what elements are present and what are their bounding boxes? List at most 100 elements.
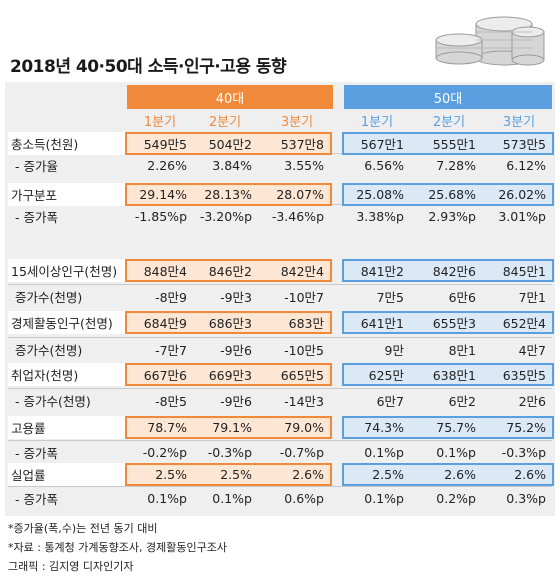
value-cell-40s: 2.5% bbox=[155, 467, 187, 482]
row-divider bbox=[8, 388, 552, 389]
value-cell-40s: 683만 bbox=[288, 316, 324, 331]
footnote-credit: 그래픽 : 김지영 디자인기자 bbox=[8, 560, 134, 573]
quarter-header-40s: 2분기 bbox=[208, 114, 242, 130]
value-cell-40s: -1.85%p bbox=[134, 209, 187, 224]
value-cell-50s: 0.3%p bbox=[506, 491, 546, 506]
value-cell-40s: 669만3 bbox=[208, 368, 252, 383]
highlight-box-40s bbox=[125, 132, 332, 155]
value-cell-40s: -3.20%p bbox=[199, 209, 252, 224]
value-cell-40s: 537만8 bbox=[280, 137, 324, 152]
quarter-header-40s: 3분기 bbox=[280, 114, 314, 130]
quarter-header-50s: 1분기 bbox=[360, 114, 394, 130]
highlight-box-40s bbox=[125, 311, 332, 334]
value-cell-40s: 0.1%p bbox=[212, 491, 252, 506]
value-cell-40s: -0.2%p bbox=[142, 445, 187, 460]
value-cell-40s: 3.55% bbox=[284, 158, 324, 173]
value-cell-50s: 635만5 bbox=[502, 368, 546, 383]
value-cell-40s: -9만6 bbox=[220, 343, 252, 358]
value-cell-40s: 667만6 bbox=[143, 368, 187, 383]
value-cell-50s: 655만3 bbox=[432, 316, 476, 331]
value-cell-50s: 3.01%p bbox=[498, 209, 546, 224]
value-cell-50s: 2.6% bbox=[514, 467, 546, 482]
group-header-40s: 40대 bbox=[127, 85, 333, 109]
value-cell-50s: -0.3%p bbox=[501, 445, 546, 460]
value-cell-40s: -9만6 bbox=[220, 394, 252, 409]
value-cell-40s: 28.07% bbox=[276, 187, 324, 202]
quarter-header-40s: 1분기 bbox=[143, 114, 177, 130]
value-cell-40s: 2.5% bbox=[220, 467, 252, 482]
value-cell-50s: 75.2% bbox=[506, 420, 546, 435]
highlight-box-50s bbox=[342, 416, 554, 439]
value-cell-50s: 75.7% bbox=[436, 420, 476, 435]
value-cell-50s: 6.56% bbox=[364, 158, 404, 173]
value-cell-40s: 78.7% bbox=[147, 420, 187, 435]
highlight-box-50s bbox=[342, 183, 554, 206]
value-cell-40s: -14만3 bbox=[284, 394, 324, 409]
value-cell-50s: 2.93%p bbox=[428, 209, 476, 224]
coin-stack-icon bbox=[435, 16, 545, 66]
row-label: 실업률 bbox=[11, 468, 46, 483]
value-cell-50s: 555만1 bbox=[432, 137, 476, 152]
value-cell-40s: -8만9 bbox=[155, 290, 187, 305]
value-cell-40s: 848만4 bbox=[143, 264, 187, 279]
value-cell-50s: 8만1 bbox=[448, 343, 476, 358]
label-highlight bbox=[8, 363, 126, 386]
highlight-box-50s bbox=[342, 463, 554, 486]
highlight-box-40s bbox=[125, 463, 332, 486]
value-cell-50s: 25.68% bbox=[428, 187, 476, 202]
value-cell-40s: 0.1%p bbox=[147, 491, 187, 506]
value-cell-50s: 26.02% bbox=[498, 187, 546, 202]
value-cell-40s: 549만5 bbox=[143, 137, 187, 152]
row-divider bbox=[8, 284, 552, 285]
label-highlight bbox=[8, 416, 126, 439]
row-label: - 증가율 bbox=[15, 159, 58, 174]
page-title: 2018년 40·50대 소득·인구·고용 동향 bbox=[10, 57, 287, 77]
highlight-box-40s bbox=[125, 259, 332, 282]
value-cell-40s: 504만2 bbox=[208, 137, 252, 152]
value-cell-50s: 9만 bbox=[384, 343, 404, 358]
value-cell-40s: -10만5 bbox=[284, 343, 324, 358]
value-cell-40s: 842만4 bbox=[280, 264, 324, 279]
highlight-box-40s bbox=[125, 416, 332, 439]
label-highlight bbox=[8, 132, 126, 155]
value-cell-50s: 7만5 bbox=[376, 290, 404, 305]
value-cell-50s: 0.1%p bbox=[364, 491, 404, 506]
footnote-basis: *증가율(폭,수)는 전년 동기 대비 bbox=[8, 522, 158, 535]
row-label: 총소득(천원) bbox=[11, 137, 79, 152]
value-cell-50s: 7.28% bbox=[436, 158, 476, 173]
value-cell-40s: 28.13% bbox=[204, 187, 252, 202]
value-cell-50s: 845만1 bbox=[502, 264, 546, 279]
data-table: 40대 50대 1분기 1분기 2분기 2분기 3분기 3분기 총소득(천원) 549만5 567만… bbox=[5, 82, 555, 516]
label-highlight bbox=[8, 183, 126, 206]
value-cell-50s: 3.38%p bbox=[356, 209, 404, 224]
value-cell-50s: 6만2 bbox=[448, 394, 476, 409]
label-highlight bbox=[8, 259, 126, 282]
value-cell-50s: 25.08% bbox=[356, 187, 404, 202]
highlight-box-50s bbox=[342, 363, 554, 386]
row-divider bbox=[8, 440, 552, 441]
value-cell-40s: 79.0% bbox=[284, 420, 324, 435]
highlight-box-50s bbox=[342, 259, 554, 282]
value-cell-50s: 841만2 bbox=[360, 264, 404, 279]
label-highlight bbox=[8, 311, 126, 334]
value-cell-40s: 846만2 bbox=[208, 264, 252, 279]
value-cell-50s: 638만1 bbox=[432, 368, 476, 383]
highlight-box-40s bbox=[125, 363, 332, 386]
label-highlight bbox=[8, 463, 126, 486]
value-cell-40s: 2.26% bbox=[147, 158, 187, 173]
value-cell-50s: 2.5% bbox=[372, 467, 404, 482]
value-cell-40s: -9만3 bbox=[220, 290, 252, 305]
value-cell-50s: 6만7 bbox=[376, 394, 404, 409]
group-header-50s: 50대 bbox=[344, 85, 552, 109]
value-cell-40s: -8만5 bbox=[155, 394, 187, 409]
value-cell-50s: 4만7 bbox=[518, 343, 546, 358]
row-label: 고용률 bbox=[11, 421, 46, 436]
value-cell-40s: -0.3%p bbox=[207, 445, 252, 460]
row-label: 경제활동인구(천명) bbox=[11, 316, 113, 331]
highlight-box-40s bbox=[125, 183, 332, 206]
value-cell-50s: 2.6% bbox=[444, 467, 476, 482]
row-divider bbox=[8, 486, 552, 487]
value-cell-50s: 652만4 bbox=[502, 316, 546, 331]
value-cell-40s: 0.6%p bbox=[284, 491, 324, 506]
value-cell-50s: 625만 bbox=[368, 368, 404, 383]
